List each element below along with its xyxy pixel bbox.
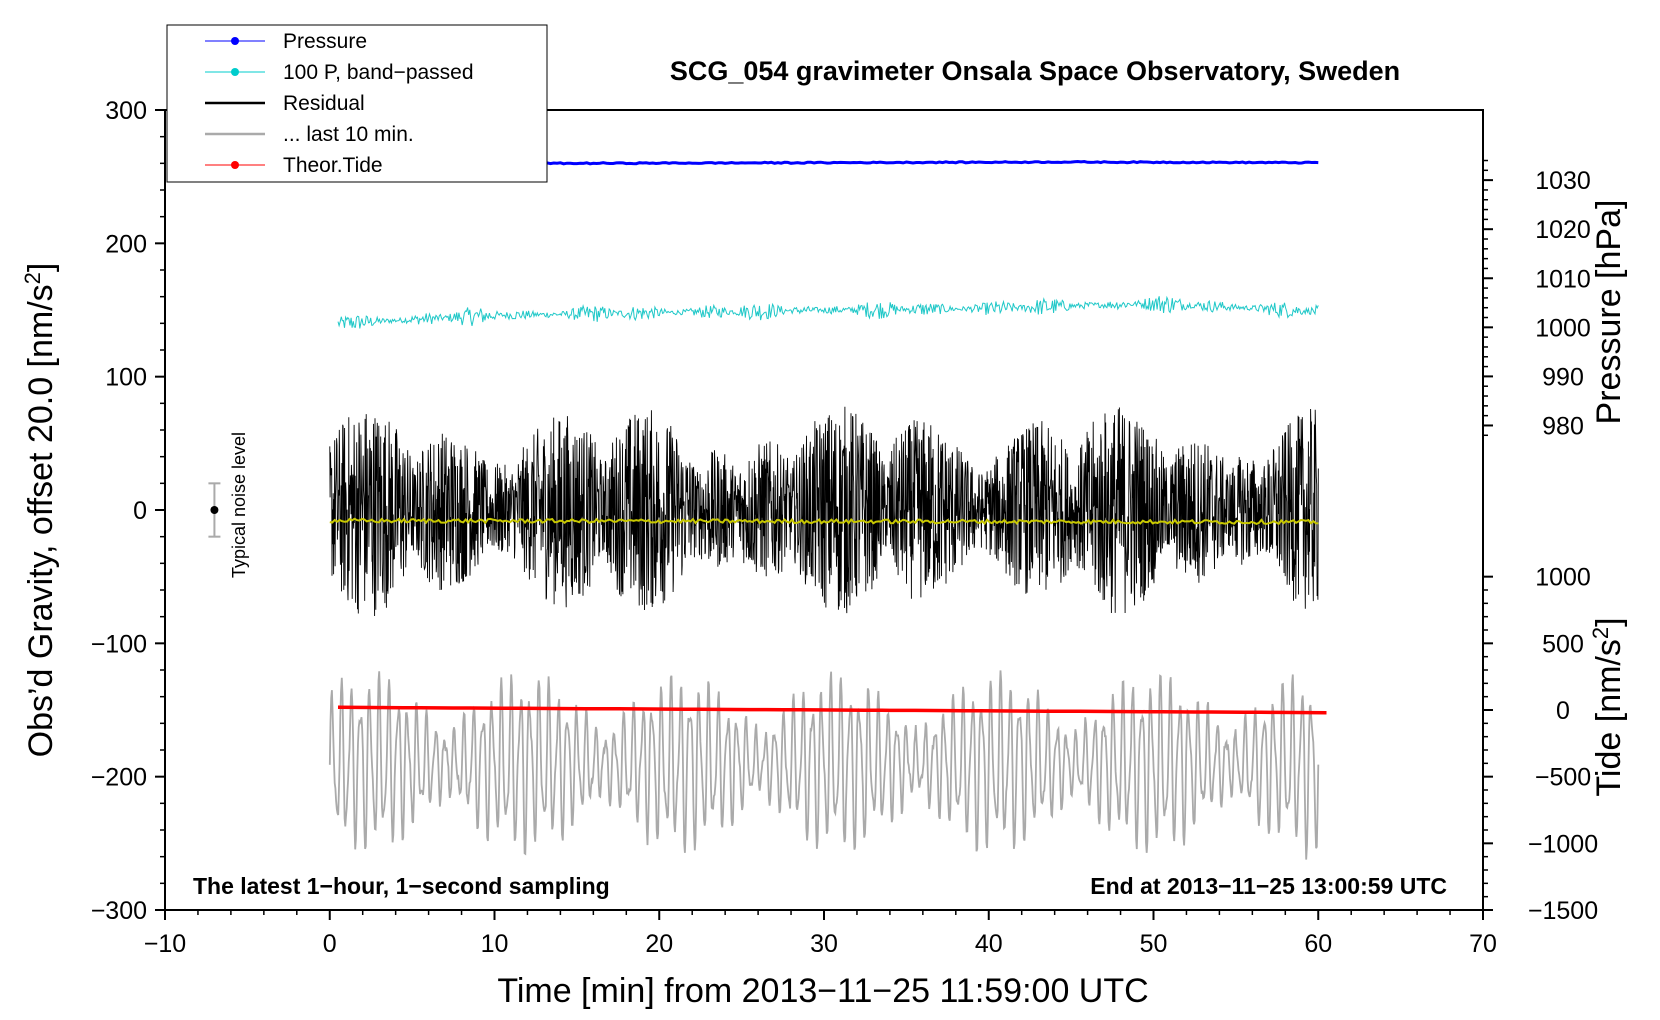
x-tick-label: 50 (1140, 930, 1168, 958)
y-axis-title-left-tail: ] (22, 263, 60, 272)
noise-indicator: Typical noise level (208, 432, 249, 578)
pressure-axis-ticks: 1030 1020 1010 1000 990 980 (1483, 159, 1591, 440)
y-axis-title-pressure: Pressure [hPa] (1590, 200, 1628, 425)
y-axis-title-tide-main: Tide [nm/s (1590, 639, 1628, 796)
tide-tick-label: −500 (1535, 764, 1591, 792)
y-axis-title-tide-sup: 2 (1588, 627, 1613, 639)
y-axis-ticks: 300 200 100 0 −100 −200 −300 (91, 97, 165, 925)
x-tick-label: 40 (975, 930, 1003, 958)
noise-center-dot (210, 506, 219, 514)
x-tick-label: 0 (323, 930, 337, 958)
pressure-tick-label: 1030 (1535, 167, 1591, 195)
y-tick-label: 100 (105, 364, 147, 392)
series-line-bandpassed-pressure (337, 295, 1319, 329)
y-tick-label: −200 (91, 764, 147, 792)
tide-tick-label: 0 (1556, 697, 1570, 725)
y-tick-label: 200 (105, 230, 147, 258)
chart-title: SCG_054 gravimeter Onsala Space Observat… (670, 56, 1400, 86)
y-tick-label: 300 (105, 97, 147, 125)
legend-label: Pressure (283, 30, 367, 53)
x-tick-label: 10 (481, 930, 509, 958)
tide-tick-label: 500 (1542, 630, 1584, 658)
pressure-tick-label: 1020 (1535, 216, 1591, 244)
tide-tick-label: 1000 (1535, 564, 1591, 592)
annotation-bottom-left: The latest 1−hour, 1−second sampling (193, 873, 610, 899)
series-line-theoretical-tide (337, 705, 1327, 715)
x-tick-label: 70 (1469, 930, 1497, 958)
x-tick-label: 60 (1304, 930, 1332, 958)
y-tick-label: −300 (91, 897, 147, 925)
annotation-bottom-right: End at 2013−11−25 13:00:59 UTC (1090, 873, 1447, 899)
legend-items: Pressure 100 P, band−passed Residual ... la… (205, 30, 474, 177)
series-layer (328, 159, 1327, 860)
x-tick-label: −10 (144, 930, 186, 958)
tide-axis-ticks: 1000 500 0 −500 −1000 −1500 (1483, 564, 1598, 925)
pressure-tick-label: 990 (1542, 363, 1584, 391)
series-line-residual-smoothed (329, 517, 1319, 526)
legend-label: ... last 10 min. (283, 123, 414, 146)
y-tick-label: 0 (133, 497, 147, 525)
legend-label: Residual (283, 92, 365, 115)
legend-marker (231, 68, 239, 76)
y-axis-title-left-main: Obs’d Gravity, offset 20.0 [nm/s (22, 284, 60, 757)
x-tick-label: 30 (810, 930, 838, 958)
y-axis-title-tide-tail: ] (1590, 617, 1628, 626)
x-tick-label: 20 (645, 930, 673, 958)
legend-marker (231, 37, 239, 45)
legend: Pressure 100 P, band−passed Residual ... la… (166, 24, 548, 183)
legend-marker (231, 161, 239, 169)
x-axis-title: Time [min] from 2013−11−25 11:59:00 UTC (497, 972, 1148, 1010)
noise-label: Typical noise level (229, 432, 249, 578)
tide-tick-label: −1000 (1528, 830, 1598, 858)
series-line-last-10-min (328, 670, 1320, 860)
y-axis-title-left: Obs’d Gravity, offset 20.0 [nm/s2] (20, 263, 60, 758)
pressure-tick-label: 980 (1542, 412, 1584, 440)
x-axis-ticks: −10 0 10 20 30 40 50 60 70 (144, 910, 1497, 958)
legend-label: Theor.Tide (283, 154, 383, 177)
y-tick-label: −100 (91, 630, 147, 658)
y-axis-title-left-sup: 2 (20, 272, 45, 284)
pressure-tick-label: 1000 (1535, 314, 1591, 342)
pressure-tick-label: 1010 (1535, 265, 1591, 293)
y-axis-title-tide: Tide [nm/s2] (1588, 617, 1628, 796)
tide-tick-label: −1500 (1528, 897, 1598, 925)
series-line-residual (329, 406, 1319, 617)
legend-label: 100 P, band−passed (283, 61, 474, 84)
